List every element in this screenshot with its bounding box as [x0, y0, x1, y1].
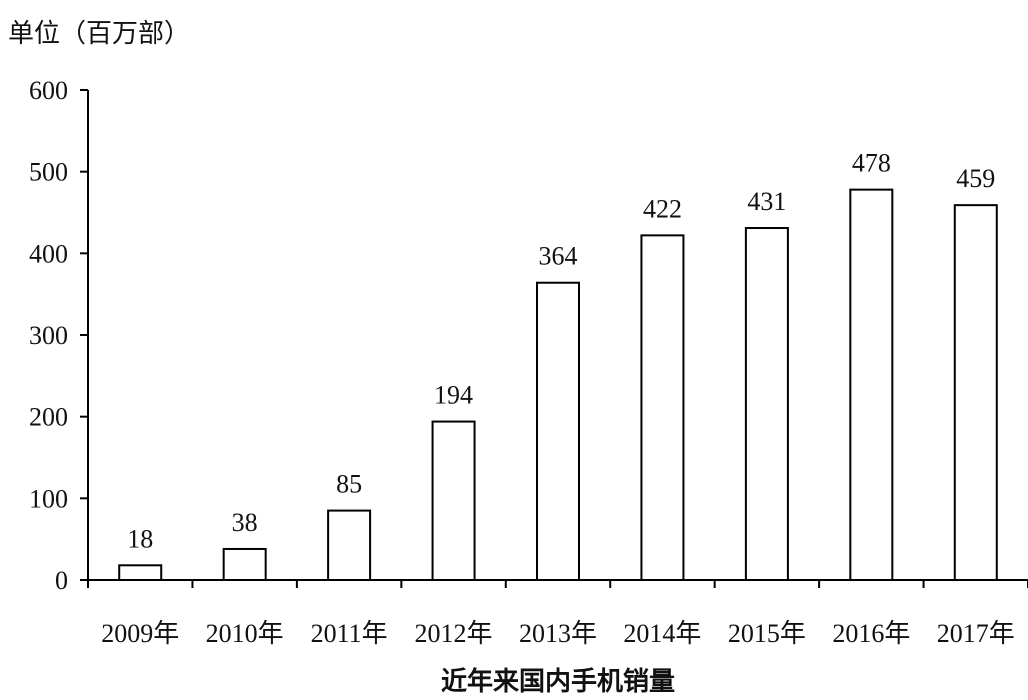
x-tick-label-2012年: 2012年	[415, 619, 493, 648]
x-tick-label-2014年: 2014年	[623, 619, 701, 648]
data-label-2010年: 38	[232, 508, 258, 537]
y-tick-label-500: 500	[29, 158, 68, 187]
bar-2017年	[953, 204, 998, 581]
data-label-2009年: 18	[127, 524, 153, 553]
data-label-2017年: 459	[956, 164, 995, 193]
plot-area: 0 100 200 300 400 500 600 18 2009年 38 2010年 85 2011年…	[29, 76, 1028, 648]
x-tick-label-2016年: 2016年	[832, 619, 910, 648]
data-label-2012年: 194	[434, 381, 473, 410]
bar-2009年	[118, 564, 163, 581]
y-tick-label-100: 100	[29, 484, 68, 513]
data-label-2013年: 364	[539, 242, 578, 271]
x-tick-label-2010年: 2010年	[206, 619, 284, 648]
bar-2013年	[536, 281, 580, 581]
bar-2011年	[327, 509, 372, 582]
y-tick-label-300: 300	[29, 321, 68, 350]
y-tick-label-600: 600	[29, 76, 68, 105]
bar-2010年	[222, 547, 267, 582]
x-tick-label-2013年: 2013年	[519, 619, 597, 648]
x-tick-label-2015年: 2015年	[728, 619, 806, 648]
bar-2012年	[431, 420, 476, 582]
y-tick-label-0: 0	[55, 566, 68, 595]
y-tick-label-200: 200	[29, 403, 68, 432]
bar-2015年	[744, 227, 789, 581]
x-tick-label-2017年: 2017年	[937, 619, 1015, 648]
unit-label: 单位（百万部）	[8, 19, 190, 49]
x-tick-label-2009年: 2009年	[101, 619, 179, 648]
data-label-2014年: 422	[643, 194, 682, 223]
bar-2014年	[640, 234, 685, 581]
data-label-2011年: 85	[336, 470, 362, 499]
chart-title: 近年来国内手机销量	[441, 666, 675, 697]
data-label-2015年: 431	[747, 187, 786, 216]
data-label-2016年: 478	[852, 149, 891, 178]
bar-2016年	[849, 188, 894, 581]
x-tick-label-2011年: 2011年	[311, 619, 388, 648]
y-tick-label-400: 400	[29, 239, 68, 268]
